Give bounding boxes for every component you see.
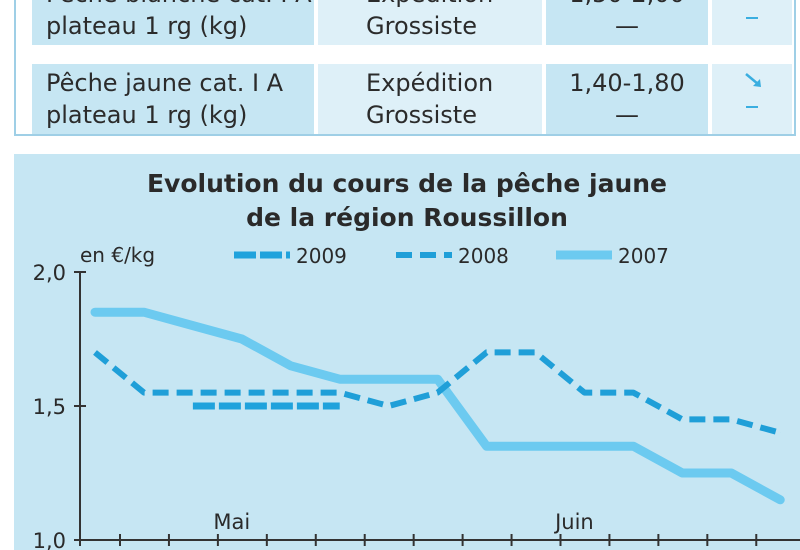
x-month-label: Mai xyxy=(213,510,250,534)
stage-grossiste: Grossiste xyxy=(366,101,477,129)
chart-subtitle: de la région Roussillon xyxy=(246,203,568,232)
price-table: Pêche blanche cat. I A plateau 1 rg (kg)… xyxy=(0,0,800,145)
trend-cell xyxy=(712,64,792,134)
price-grossiste: — xyxy=(615,12,639,40)
chart-panel: Evolution du cours de la pêche jaune de … xyxy=(14,154,800,550)
legend-label-2007: 2007 xyxy=(618,244,669,268)
stage-expedition: Expédition xyxy=(366,0,542,10)
stage-grossiste: Grossiste xyxy=(366,12,477,40)
table-row: Pêche jaune cat. I A plateau 1 rg (kg) E… xyxy=(32,64,792,134)
y-tick-label: 1,5 xyxy=(33,395,66,419)
x-month-label: Juin xyxy=(553,510,594,534)
stage-cell: Expédition Grossiste xyxy=(318,0,542,45)
product-packaging: plateau 1 rg (kg) xyxy=(46,101,248,129)
price-cell: 1,40-1,80 — xyxy=(546,64,708,134)
stage-expedition: Expédition xyxy=(366,69,494,97)
table-row: Pêche blanche cat. I A plateau 1 rg (kg)… xyxy=(32,0,792,45)
stage-cell: Expédition Grossiste xyxy=(318,64,542,134)
price-grossiste: — xyxy=(615,101,639,129)
y-tick-label: 2,0 xyxy=(33,261,66,285)
price-cell: 1,50-2,00 — xyxy=(546,0,708,45)
y-tick-label: 1,0 xyxy=(33,529,66,550)
product-cell: Pêche jaune cat. I A plateau 1 rg (kg) xyxy=(32,64,314,134)
price-expedition: 1,50-2,00 xyxy=(546,0,708,10)
price-table-frame xyxy=(14,0,796,136)
trend-cell xyxy=(712,0,792,45)
price-expedition: 1,40-1,80 xyxy=(569,69,685,97)
product-name: Pêche blanche cat. I A xyxy=(46,0,314,10)
product-cell: Pêche blanche cat. I A plateau 1 rg (kg) xyxy=(32,0,314,45)
y-axis-label: en €/kg xyxy=(80,243,155,267)
product-packaging: plateau 1 rg (kg) xyxy=(46,12,248,40)
stable-dash-icon xyxy=(746,17,758,19)
legend-label-2008: 2008 xyxy=(458,244,509,268)
stable-dash-icon xyxy=(746,106,758,108)
legend-label-2009: 2009 xyxy=(296,244,347,268)
product-name: Pêche jaune cat. I A xyxy=(46,69,284,97)
arrow-down-right-icon xyxy=(745,73,761,87)
chart-title: Evolution du cours de la pêche jaune xyxy=(146,169,668,198)
